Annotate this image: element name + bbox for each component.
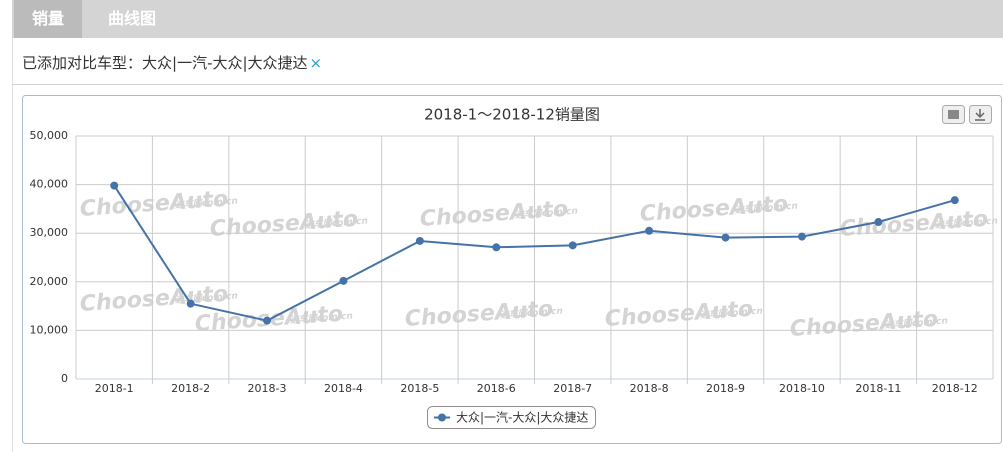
point — [874, 218, 883, 227]
x-tick-label: 2018-3 — [248, 382, 287, 395]
point — [721, 233, 730, 242]
x-tick-label: 2018-10 — [779, 382, 825, 395]
y-tick-label: 20,000 — [30, 275, 69, 288]
compare-value: 大众|一汽-大众|大众捷达 — [142, 54, 308, 72]
x-tick-label: 2018-1 — [95, 382, 134, 395]
x-tick-label: 2018-8 — [630, 382, 669, 395]
watermark: 选车网com.cn — [305, 215, 369, 230]
x-tick-label: 2018-12 — [932, 382, 978, 395]
x-tick-label: 2018-6 — [477, 382, 516, 395]
x-tick-label: 2018-5 — [400, 382, 439, 395]
line — [113, 185, 956, 322]
watermark: 选车网com.cn — [935, 215, 999, 230]
compare-label: 已添加对比车型： — [22, 54, 143, 72]
point — [110, 181, 119, 190]
y-tick-label: 30,000 — [30, 226, 69, 239]
x-tick-label: 2018-4 — [324, 382, 363, 395]
compare-row: 已添加对比车型：大众|一汽-大众|大众捷达 × — [22, 52, 322, 73]
watermark: 选车网com.cn — [515, 205, 579, 220]
x-tick-label: 2018-2 — [171, 382, 210, 395]
point — [186, 299, 195, 308]
point — [797, 232, 806, 241]
chart-title: 2018-1～2018-12销量图 — [424, 106, 600, 124]
x-tick-label: 2018-7 — [553, 382, 592, 395]
point — [950, 196, 959, 205]
legend-marker — [438, 413, 446, 422]
watermark: 选车网com.cn — [500, 305, 564, 320]
legend: 大众|一汽-大众|大众捷达 — [427, 406, 596, 429]
y-tick-label: 0 — [61, 372, 68, 385]
download-button[interactable] — [969, 105, 992, 124]
point — [492, 243, 501, 252]
separator — [12, 84, 1003, 85]
point — [415, 236, 424, 245]
point — [339, 276, 348, 285]
tab-bar: 销量 曲线图 — [12, 0, 1003, 38]
print-button[interactable] — [942, 105, 965, 124]
legend-label: 大众|一汽-大众|大众捷达 — [456, 410, 588, 425]
watermark: 选车网com.cn — [700, 305, 764, 320]
x-tick-label: 2018-11 — [855, 382, 901, 395]
watermark: 选车网com.cn — [175, 195, 239, 210]
remove-button[interactable]: × — [309, 54, 323, 72]
legend-box — [427, 406, 596, 429]
y-tick-label: 40,000 — [30, 178, 69, 191]
chart-frame — [22, 95, 1002, 444]
point — [645, 226, 654, 235]
tab[interactable]: 曲线图 — [108, 9, 157, 28]
border — [12, 38, 13, 452]
watermark: 选车网com.cn — [735, 200, 799, 215]
x-tick-label: 2018-9 — [706, 382, 745, 395]
y-tick-label: 50,000 — [30, 129, 69, 142]
y-tick-label: 10,000 — [30, 323, 69, 336]
tab[interactable]: 销量 — [14, 0, 83, 38]
point — [263, 316, 272, 325]
point — [568, 241, 577, 250]
